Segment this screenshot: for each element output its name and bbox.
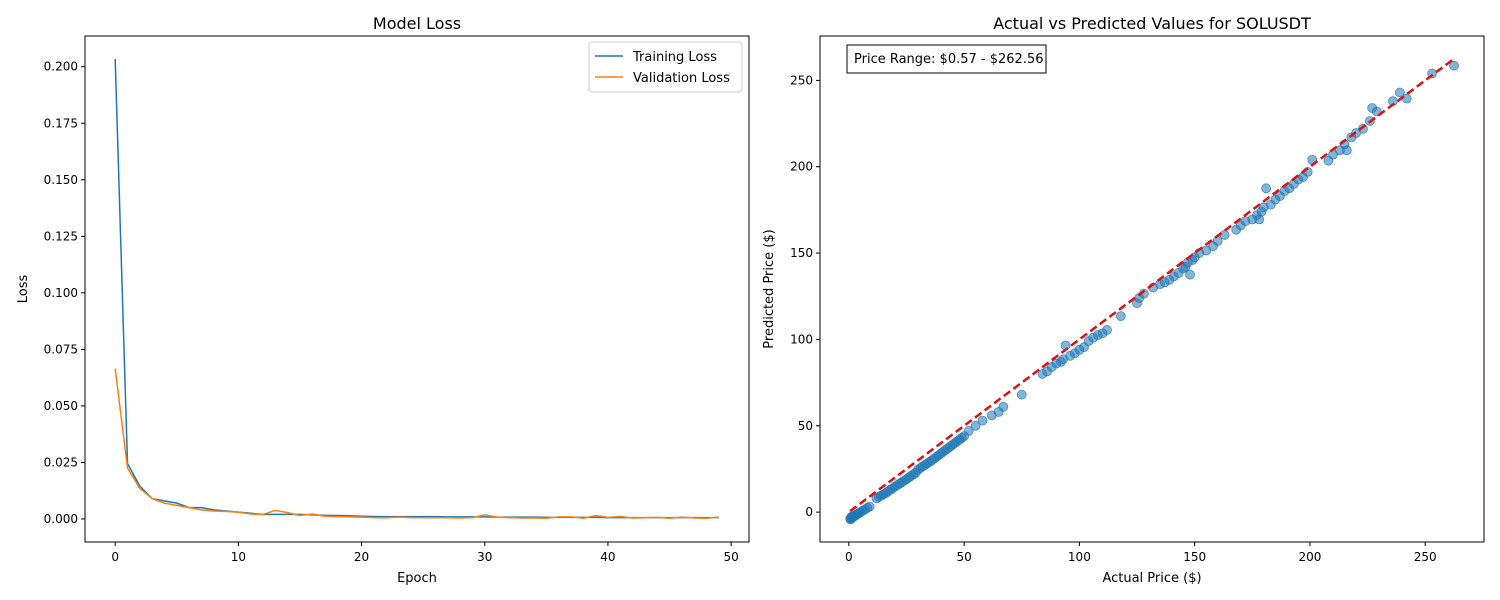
loss-x-tick-label: 30 <box>477 550 492 564</box>
scatter-point <box>998 401 1009 412</box>
scatter-chart: Actual vs Predicted Values for SOLUSDT 0… <box>762 14 1485 586</box>
scatter-chart-title: Actual vs Predicted Values for SOLUSDT <box>993 14 1311 33</box>
scatter-x-tick-label: 250 <box>1414 550 1437 564</box>
price-range-annotation-box <box>846 44 1047 74</box>
scatter-x-tick-label: 200 <box>1298 550 1321 564</box>
scatter-point <box>1261 183 1272 194</box>
scatter-x-tick-label: 50 <box>956 550 971 564</box>
series-line-validation-loss <box>114 368 719 520</box>
scatter-point <box>1401 93 1412 104</box>
loss-legend: Training Loss Validation Loss <box>588 41 743 93</box>
loss-x-tick-label: 0 <box>111 550 119 564</box>
scatter-point <box>1115 311 1126 322</box>
scatter-point <box>1102 325 1112 335</box>
scatter-y-axis-label: Predicted Price ($) <box>762 229 777 348</box>
scatter-point <box>1394 87 1405 98</box>
scatter-point <box>977 415 988 426</box>
loss-legend-box <box>588 41 743 93</box>
scatter-point <box>1016 389 1027 400</box>
loss-y-tick-label: 0.050 <box>44 399 78 413</box>
scatter-point <box>864 501 875 512</box>
scatter-y-tick-label: 150 <box>790 246 813 260</box>
loss-y-tick-label: 0.025 <box>44 455 78 469</box>
loss-chart-title: Model Loss <box>373 14 461 33</box>
legend-label-training-loss: Training Loss <box>632 50 717 65</box>
scatter-x-tick-label: 100 <box>1068 550 1091 564</box>
loss-y-axis-label: Loss <box>16 275 31 304</box>
loss-axes-frame <box>84 35 750 543</box>
loss-x-tick-label: 50 <box>723 550 738 564</box>
scatter-point <box>1449 60 1459 71</box>
loss-y-tick-label: 0.200 <box>44 60 78 74</box>
scatter-y-tick-label: 100 <box>790 332 813 346</box>
scatter-y-tick-label: 50 <box>798 419 813 433</box>
scatter-point <box>970 420 981 431</box>
scatter-axes-frame <box>819 35 1485 543</box>
scatter-x-tick-label: 0 <box>845 550 853 564</box>
scatter-y-tick-label: 250 <box>790 73 813 87</box>
loss-y-tick-label: 0.150 <box>44 173 78 187</box>
ideal-prediction-line <box>849 57 1455 513</box>
loss-y-tick-label: 0.075 <box>44 342 78 356</box>
price-range-annotation: Price Range: $0.57 - $262.56 <box>854 52 1044 67</box>
scatter-point <box>1219 230 1230 240</box>
loss-x-tick-label: 40 <box>600 550 615 564</box>
loss-y-tick-label: 0.000 <box>44 512 78 526</box>
scatter-x-tick-label: 150 <box>1183 550 1206 564</box>
loss-x-tick-label: 20 <box>354 550 369 564</box>
scatter-point <box>1341 145 1352 156</box>
scatter-x-axis-label: Actual Price ($) <box>1102 571 1201 586</box>
loss-x-axis-label: Epoch <box>397 571 437 586</box>
loss-y-tick-label: 0.100 <box>44 286 78 300</box>
loss-y-tick-label: 0.175 <box>44 116 78 130</box>
loss-chart: Model Loss 0 10 20 30 40 50 0.000 0.025 0.050 0.… <box>16 14 750 586</box>
scatter-point <box>1185 269 1195 280</box>
series-line-training-loss <box>114 58 719 519</box>
scatter-point <box>1201 245 1212 256</box>
scatter-y-tick-label: 200 <box>790 160 813 174</box>
scatter-point <box>963 426 974 436</box>
loss-x-tick-label: 10 <box>231 550 246 564</box>
legend-label-validation-loss: Validation Loss <box>633 71 730 86</box>
scatter-y-tick-label: 0 <box>805 505 813 519</box>
loss-y-tick-label: 0.125 <box>44 229 78 243</box>
